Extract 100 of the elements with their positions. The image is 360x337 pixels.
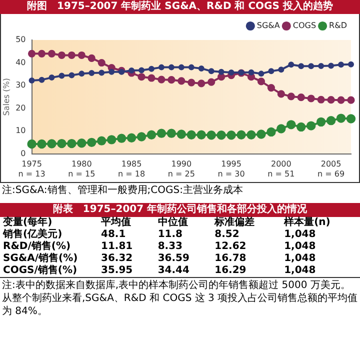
- point: [318, 62, 324, 69]
- text: 变量(每年): [2, 217, 54, 228]
- point: [218, 73, 226, 81]
- point: [338, 62, 344, 68]
- point: [176, 130, 186, 139]
- point: [298, 63, 304, 70]
- point: [146, 130, 156, 140]
- point: [68, 51, 76, 60]
- point: [78, 70, 85, 77]
- point: [27, 139, 36, 149]
- point: [128, 68, 135, 74]
- point: [57, 138, 66, 148]
- point: [138, 67, 145, 74]
- point: [108, 68, 115, 75]
- point: [68, 72, 75, 78]
- point: [188, 78, 196, 86]
- y-tick-label: 50: [16, 35, 26, 44]
- point: [208, 68, 214, 74]
- point: [148, 74, 156, 82]
- point: [236, 130, 246, 140]
- text: 1,048: [283, 241, 317, 253]
- point: [256, 130, 266, 139]
- point: [216, 130, 226, 140]
- point: [347, 96, 355, 104]
- point: [278, 66, 284, 73]
- point: [186, 130, 196, 140]
- point: [98, 70, 105, 76]
- point: [58, 72, 65, 79]
- point: [28, 50, 36, 58]
- point: [158, 64, 164, 70]
- point: [166, 128, 176, 138]
- point: [168, 76, 176, 84]
- point: [77, 138, 86, 148]
- y-axis-title: Sales (%): [2, 78, 11, 116]
- point: [156, 128, 166, 138]
- text: 销售(亿美元): [2, 229, 64, 240]
- text: 标准偏差: [213, 217, 256, 229]
- legend-label: COGS: [292, 21, 316, 30]
- point: [246, 130, 256, 140]
- point: [168, 64, 174, 70]
- point: [257, 78, 266, 86]
- point: [288, 62, 294, 68]
- point: [198, 65, 204, 72]
- text: 34.44: [156, 265, 190, 278]
- text: 36.59: [156, 253, 190, 265]
- text: 12.62: [214, 241, 248, 253]
- y-tick-label: 10: [16, 126, 26, 136]
- point: [98, 58, 106, 67]
- point: [38, 76, 45, 83]
- point: [296, 122, 306, 132]
- point: [208, 78, 216, 86]
- text: 注:SG&A:销售、管理和一般费用;COGS:主营业务成本: [2, 184, 244, 198]
- text: 附表 1975–2007 年制药公司销售和各部分投入的情况: [0, 203, 360, 217]
- x-tick-label: 1985 n = 18: [118, 160, 146, 178]
- point: [178, 77, 186, 85]
- point: [267, 84, 275, 92]
- point: [88, 70, 95, 76]
- point: [287, 92, 295, 100]
- y-tick-label: 30: [16, 80, 26, 90]
- point: [37, 139, 46, 149]
- point: [198, 80, 206, 88]
- point: [106, 135, 116, 144]
- point: [258, 70, 264, 77]
- text: 11.81: [100, 241, 134, 253]
- x-tick-label: 2005 n = 69: [318, 160, 345, 178]
- text: 1,048: [283, 265, 317, 278]
- point: [327, 96, 335, 104]
- text: 1,048: [283, 253, 317, 265]
- point: [307, 94, 315, 102]
- text: 注:表中的数据来自数据库,表中的样本制药公司的年销售额超过 5000 万美元。从整个制药业来看,SG&A、R&D 和 COGS 这 3 项投入占公司销售总额的平均值为 84%。: [2, 279, 358, 318]
- point: [266, 127, 276, 137]
- point: [306, 121, 316, 130]
- point: [88, 54, 96, 62]
- point: [326, 116, 336, 126]
- text: 1,048: [283, 229, 317, 241]
- y-tick-label: 40: [16, 58, 26, 67]
- point: [188, 64, 194, 70]
- point: [67, 138, 76, 148]
- x-tick-label: 1975 n = 13: [18, 160, 46, 178]
- point: [228, 70, 234, 76]
- y-tick-label: 20: [16, 103, 26, 112]
- text: R&D/销售(%): [2, 241, 72, 252]
- point: [277, 90, 285, 98]
- legend-label: R&D: [329, 21, 348, 30]
- point: [196, 130, 206, 140]
- text: 16.78: [214, 253, 248, 265]
- point: [226, 130, 236, 140]
- legend-label: SG&A: [256, 21, 280, 30]
- text: 样本量(n): [282, 217, 332, 229]
- point: [48, 50, 56, 58]
- point: [348, 61, 354, 68]
- point: [268, 68, 274, 74]
- point: [248, 69, 254, 76]
- x-tick-label: 1995 n = 30: [218, 160, 245, 178]
- point: [286, 120, 296, 130]
- point: [297, 94, 305, 102]
- point: [276, 124, 286, 134]
- point: [158, 76, 166, 84]
- text: 35.95: [100, 265, 134, 278]
- text: COGS/销售(%): [2, 265, 78, 278]
